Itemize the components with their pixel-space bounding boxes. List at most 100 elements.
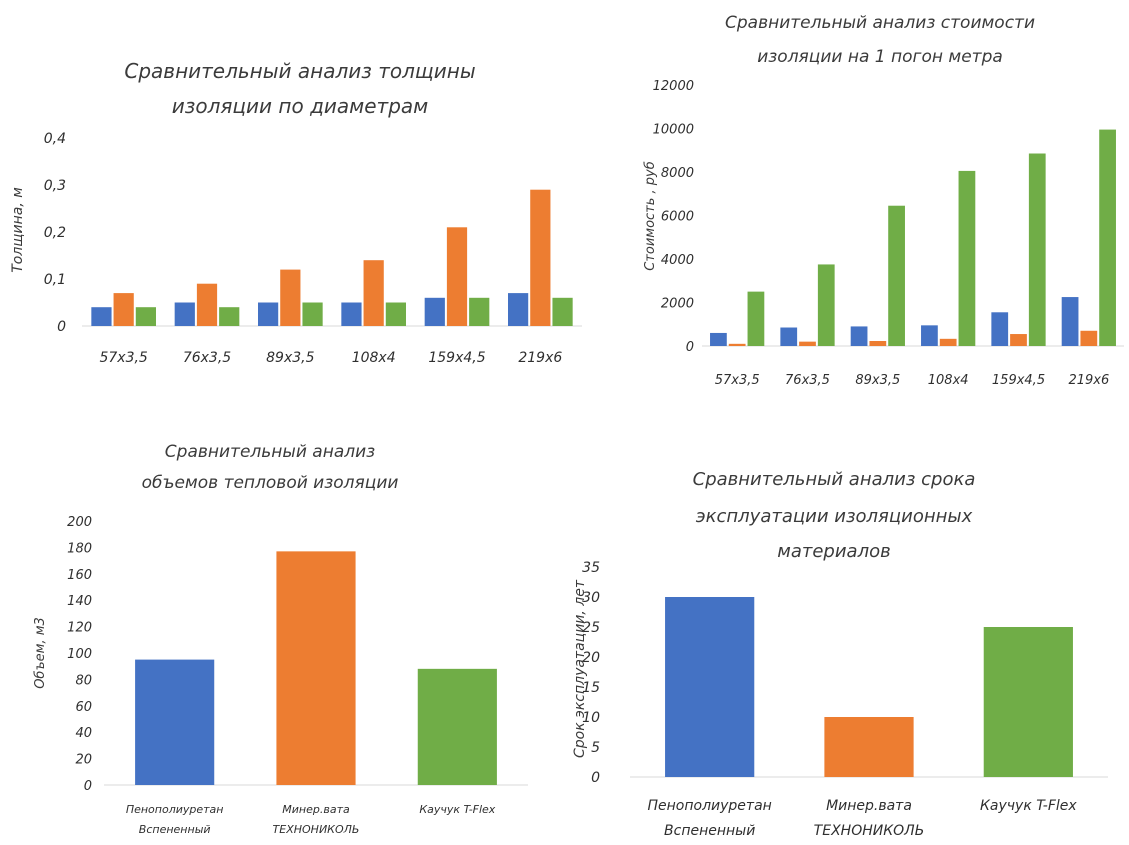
bar-green bbox=[552, 297, 573, 326]
category-label: Каучук T-Flex bbox=[419, 803, 495, 816]
y-tick-label: 140 bbox=[67, 594, 92, 609]
y-tick-label: 80 bbox=[75, 673, 92, 688]
chart-title-line: эксплуатации изоляционных bbox=[696, 506, 973, 527]
y-tick-label: 20 bbox=[582, 650, 600, 666]
y-tick-label: 12000 bbox=[653, 79, 694, 94]
bar-orange bbox=[1080, 330, 1098, 346]
category-label: Вспененный bbox=[664, 823, 755, 839]
bar-green bbox=[983, 627, 1073, 777]
chart-volume-svg: Сравнительный анализ объемов тепловой изо… bbox=[33, 442, 528, 836]
bar-orange bbox=[113, 293, 134, 326]
category-label: 219x6 bbox=[1068, 373, 1109, 388]
y-tick-label: 40 bbox=[75, 726, 92, 741]
bar-blue bbox=[135, 659, 215, 785]
bar-green bbox=[417, 668, 497, 785]
y-tick-label: 200 bbox=[67, 515, 92, 530]
category-label: 219x6 bbox=[518, 350, 562, 366]
bar-orange bbox=[824, 717, 914, 777]
bar-orange bbox=[728, 343, 746, 346]
chart-service-life: Сравнительный анализ срока эксплуатации и… bbox=[560, 415, 1129, 845]
bar-orange bbox=[276, 551, 356, 785]
y-tick-label: 0,3 bbox=[44, 178, 66, 194]
chart-title-line: изоляции на 1 погон метра bbox=[757, 47, 1003, 67]
y-tick-label: 160 bbox=[67, 568, 92, 583]
category-label: 159x4,5 bbox=[428, 350, 485, 366]
bar-blue bbox=[508, 293, 529, 326]
bar-blue bbox=[91, 307, 112, 326]
category-label: Пенополиуретан bbox=[126, 803, 224, 816]
chart-volume: Сравнительный анализ объемов тепловой изо… bbox=[0, 415, 560, 845]
bar-blue bbox=[665, 597, 755, 777]
category-label: 76x3,5 bbox=[785, 373, 830, 388]
bar-orange bbox=[869, 340, 887, 346]
bar-green bbox=[302, 302, 323, 326]
chart-thickness-svg: Сравнительный анализ толщины изоляции по … bbox=[10, 59, 582, 366]
bar-green bbox=[1028, 153, 1046, 346]
category-label: 89x3,5 bbox=[855, 373, 900, 388]
chart-title-line: Сравнительный анализ срока bbox=[693, 469, 976, 490]
bar-blue bbox=[991, 312, 1009, 346]
y-tick-label: 60 bbox=[75, 700, 92, 715]
chart-thickness: Сравнительный анализ толщины изоляции по … bbox=[0, 0, 590, 395]
y-axis-label: Объем, м3 bbox=[33, 617, 48, 689]
y-tick-label: 35 bbox=[582, 560, 600, 576]
bar-orange bbox=[280, 269, 301, 326]
chart-title-line: изоляции по диаметрам bbox=[172, 94, 428, 118]
y-tick-label: 0 bbox=[84, 779, 92, 794]
category-label: 89x3,5 bbox=[266, 350, 314, 366]
category-label: 108x4 bbox=[928, 373, 969, 388]
y-tick-label: 120 bbox=[67, 621, 92, 636]
y-tick-label: 2000 bbox=[661, 297, 694, 312]
bar-blue bbox=[258, 302, 279, 326]
y-tick-label: 4000 bbox=[661, 253, 694, 268]
chart-cost: Сравнительный анализ стоимости изоляции н… bbox=[590, 0, 1129, 400]
category-label: 57x3,5 bbox=[715, 373, 760, 388]
y-tick-label: 100 bbox=[67, 647, 92, 662]
bar-green bbox=[817, 264, 835, 346]
bar-orange bbox=[530, 189, 551, 326]
bar-blue bbox=[1061, 297, 1079, 346]
chart-title-line: объемов тепловой изоляции bbox=[142, 473, 399, 493]
bar-orange bbox=[446, 227, 468, 326]
category-label: Минер.вата bbox=[826, 798, 912, 814]
category-label: Минер.вата bbox=[282, 803, 350, 816]
y-tick-label: 0 bbox=[686, 340, 694, 355]
y-axis-label: Срок эксплуатации, лет bbox=[572, 579, 588, 758]
y-tick-label: 0,1 bbox=[44, 272, 66, 288]
y-tick-label: 6000 bbox=[661, 210, 694, 225]
bar-green bbox=[469, 297, 490, 326]
category-label: 76x3,5 bbox=[183, 350, 231, 366]
bar-green bbox=[135, 307, 156, 326]
bar-orange bbox=[939, 338, 957, 346]
y-tick-label: 10000 bbox=[653, 123, 694, 138]
y-tick-label: 10 bbox=[582, 710, 600, 726]
bar-blue bbox=[780, 327, 798, 346]
y-tick-label: 0,2 bbox=[44, 225, 66, 241]
bar-orange bbox=[363, 260, 384, 326]
chart-title-line: Сравнительный анализ толщины bbox=[124, 59, 475, 83]
bar-green bbox=[385, 302, 406, 326]
bar-orange bbox=[799, 341, 816, 346]
y-tick-label: 20 bbox=[75, 753, 92, 768]
y-axis-label: Стоимость , руб bbox=[643, 161, 658, 271]
bar-green bbox=[1099, 129, 1116, 346]
chart-title-line: материалов bbox=[777, 541, 890, 562]
category-label: ТЕХНОНИКОЛЬ bbox=[273, 823, 360, 836]
category-label: Вспененный bbox=[139, 823, 211, 836]
category-label: 159x4,5 bbox=[992, 373, 1045, 388]
bar-blue bbox=[710, 332, 727, 346]
bar-blue bbox=[174, 302, 195, 326]
bar-green bbox=[958, 170, 976, 346]
category-label: Пенополиуретан bbox=[648, 798, 772, 814]
bar-green bbox=[747, 291, 765, 346]
bar-blue bbox=[341, 302, 362, 326]
y-tick-label: 180 bbox=[67, 541, 92, 556]
y-tick-label: 5 bbox=[591, 740, 600, 756]
category-label: 57x3,5 bbox=[99, 350, 147, 366]
chart-cost-svg: Сравнительный анализ стоимости изоляции н… bbox=[643, 13, 1124, 388]
category-label: 108x4 bbox=[352, 350, 396, 366]
y-tick-label: 15 bbox=[582, 680, 600, 696]
bar-blue bbox=[850, 326, 868, 346]
y-tick-label: 0,4 bbox=[44, 131, 66, 147]
bar-green bbox=[888, 205, 905, 346]
